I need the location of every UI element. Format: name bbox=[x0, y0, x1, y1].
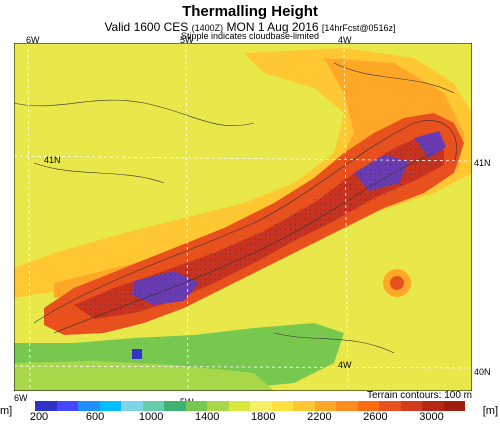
legend-swatch bbox=[314, 401, 336, 411]
legend-swatch bbox=[293, 401, 315, 411]
legend-swatch bbox=[207, 401, 229, 411]
blue-pixel-lowland bbox=[132, 349, 142, 359]
legend-swatch bbox=[228, 401, 250, 411]
north-orange-zone bbox=[54, 58, 464, 298]
lat-label-41n-left: 41N bbox=[44, 155, 61, 165]
page-title: Thermalling Height bbox=[182, 3, 318, 20]
legend-swatch bbox=[56, 401, 78, 411]
legend-tick-label: 1400 bbox=[194, 411, 220, 423]
valid-time-subtitle: Valid 1600 CES (1400Z) MON 1 Aug 2016 [1… bbox=[0, 20, 500, 34]
lon-label-5w-top: 5W bbox=[180, 35, 194, 45]
stipple-note: Stipple indicates cloudbase-limited bbox=[180, 31, 320, 41]
legend-tick-label: 600 bbox=[85, 411, 105, 423]
lat-label-40n-right: 40N bbox=[474, 367, 491, 377]
map-canvas bbox=[13, 42, 473, 392]
unit-label-left: m] bbox=[0, 405, 13, 417]
zulu-time: (1400Z) bbox=[191, 23, 224, 33]
legend-swatch bbox=[379, 401, 401, 411]
color-legend-bar bbox=[35, 401, 465, 411]
forecast-info: [14hrFcst@0516z] bbox=[321, 23, 396, 33]
legend-swatch bbox=[443, 401, 465, 411]
legend-swatch bbox=[400, 401, 422, 411]
legend-swatch bbox=[35, 401, 57, 411]
lon-label-6w-top: 6W bbox=[26, 35, 40, 45]
thermal-height-map bbox=[13, 42, 473, 392]
legend-swatch bbox=[99, 401, 121, 411]
legend-swatch bbox=[357, 401, 379, 411]
legend-swatch bbox=[142, 401, 164, 411]
lat-label-41n-right: 41N bbox=[474, 158, 491, 168]
legend-swatch bbox=[185, 401, 207, 411]
legend-swatch bbox=[422, 401, 444, 411]
unit-label-right: [m] bbox=[482, 405, 498, 417]
terrain-note: Terrain contours: 100 m bbox=[366, 390, 472, 401]
legend-tick-label: 200 bbox=[29, 411, 49, 423]
legend-swatch bbox=[164, 401, 186, 411]
legend-swatch bbox=[271, 401, 293, 411]
graticule bbox=[13, 42, 473, 392]
terrain-contours bbox=[13, 62, 457, 354]
legend-swatch bbox=[78, 401, 100, 411]
legend-tick-label: 3000 bbox=[419, 411, 444, 423]
south-lowland-light bbox=[14, 361, 274, 391]
legend-swatch bbox=[250, 401, 272, 411]
lon-label-4w-inner: 4W bbox=[338, 360, 352, 370]
cloudbase-stipple bbox=[74, 135, 444, 319]
lon-label-6w-bottom: 6W bbox=[14, 393, 28, 403]
legend-swatch bbox=[121, 401, 143, 411]
legend-tick-label: 2600 bbox=[363, 411, 388, 423]
valid-time: Valid 1600 CES bbox=[104, 20, 189, 34]
legend-tick-label: 2200 bbox=[307, 411, 332, 423]
legend-tick-label: 1800 bbox=[251, 411, 276, 423]
valid-date: MON 1 Aug 2016 bbox=[226, 20, 319, 34]
legend-swatch bbox=[336, 401, 358, 411]
lon-label-4w-top: 4W bbox=[338, 35, 352, 45]
legend-tick-label: 1000 bbox=[138, 411, 164, 423]
